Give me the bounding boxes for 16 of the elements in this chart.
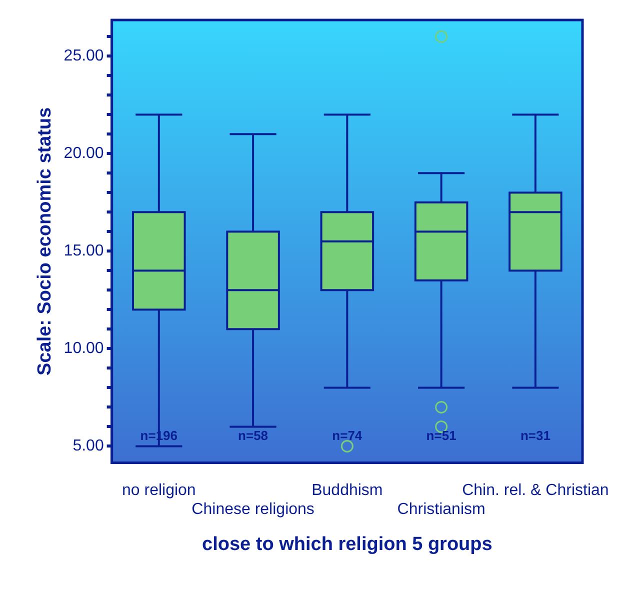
annotation: n=31	[520, 428, 550, 443]
y-tick-label: 10.00	[64, 340, 104, 358]
x-tick-label: Buddhism	[312, 482, 383, 499]
y-tick-label: 5.00	[72, 438, 104, 455]
y-tick-label: 15.00	[64, 242, 104, 260]
annotation: n=74	[332, 428, 363, 443]
y-tick-label: 20.00	[64, 145, 104, 162]
x-tick-label: Chinese religions	[192, 501, 314, 518]
y-axis-title: Scale: Socio economic status	[34, 107, 56, 376]
x-tick-label: no religion	[122, 482, 196, 499]
x-axis-title: close to which religion 5 groups	[202, 534, 492, 555]
annotation: n=58	[238, 428, 268, 443]
annotation: n=51	[426, 428, 456, 443]
x-tick-label: Christianism	[397, 501, 486, 518]
x-tick-label: Chin. rel. & Christian	[462, 482, 609, 499]
y-tick-label: 25.00	[64, 47, 104, 64]
